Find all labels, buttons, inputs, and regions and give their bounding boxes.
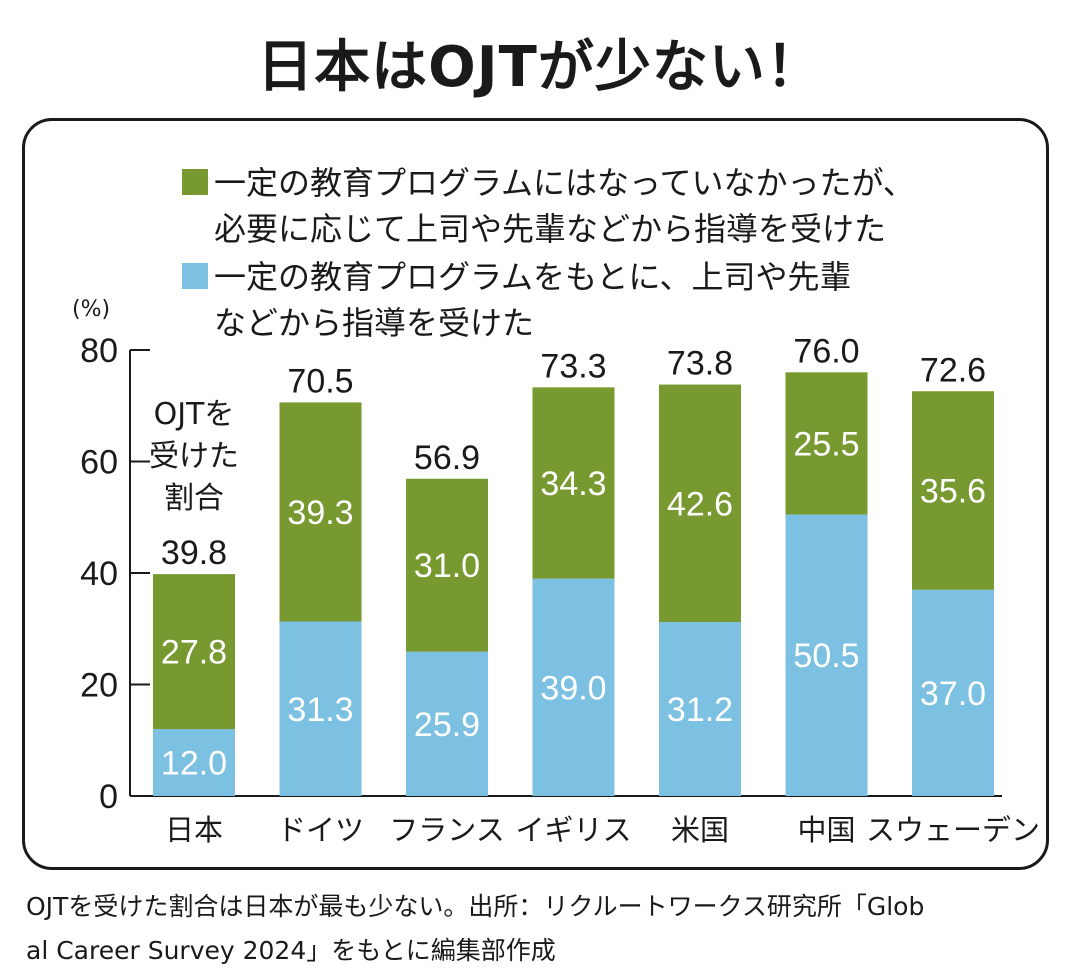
legend-label-line1: 一定の教育プログラムにはなっていなかったが、 [214,164,915,202]
chart-frame [22,118,1049,870]
segment-value-label: 25.9 [414,706,480,744]
bar-segment-green [406,478,488,652]
segment-value-label: 34.3 [540,465,606,503]
bar-segment-blue [659,622,741,796]
segment-value-label: 42.6 [667,485,733,523]
total-value-label: 56.9 [414,439,480,477]
bar-segment-blue [785,514,868,796]
y-tick-label: 0 [99,778,118,816]
category-label: ドイツ [277,813,364,847]
bars [153,372,994,796]
bar-segment-green [659,384,741,623]
total-value-label: 73.8 [667,345,733,383]
bar-segment-blue [912,589,994,796]
annotation-line: OJTを [154,397,235,432]
y-axis-unit: (%) [72,297,110,322]
category-label: イギリス [515,813,631,847]
category-label: スウェーデン [866,813,1040,847]
category-label: フランス [389,813,504,847]
segment-value-label: 39.3 [287,494,353,532]
legend: 一定の教育プログラムにはなっていなかったが、 必要に応じて上司や先輩などから指導… [182,160,915,348]
segment-value-label: 35.6 [920,472,986,510]
caption-line2: al Career Survey 2024」をもとに編集部作成 [26,936,556,965]
segment-value-label: 25.5 [793,425,859,463]
y-tick-label: 60 [80,444,118,482]
segment-value-label: 37.0 [920,675,986,713]
total-value-label: 76.0 [793,332,859,370]
legend-label-line2: 必要に応じて上司や先輩などから指導を受けた [214,210,887,248]
legend-item-green: 一定の教育プログラムにはなっていなかったが、 必要に応じて上司や先輩などから指導… [182,160,915,252]
bar-segment-green [785,372,868,515]
total-value-label: 72.6 [920,351,986,389]
segment-value-label: 39.0 [540,669,606,707]
y-tick-label: 80 [80,332,118,370]
total-value-label: 73.3 [540,347,606,385]
category-label: 日本 [165,813,223,847]
segment-value-label: 31.0 [414,547,480,585]
y-tick-label: 40 [80,555,118,593]
bar-segment-green [279,402,362,622]
bar-segment-green [532,387,615,579]
segment-value-label: 31.2 [667,691,733,729]
legend-swatch-blue [182,263,208,289]
category-label: 米国 [671,813,729,847]
bar-segment-green [912,391,994,590]
segment-value-label: 27.8 [161,634,227,672]
total-value-label: 39.8 [161,534,227,572]
segment-value-label: 31.3 [287,691,353,729]
legend-swatch-green [182,169,208,195]
bar-segment-blue [153,729,235,796]
bar-segment-blue [406,651,488,796]
legend-label-line1: 一定の教育プログラムをもとに、上司や先輩 [214,258,852,296]
total-value-label: 70.5 [287,362,353,400]
chart-title: 日本はOJTが少ない！ [257,35,823,100]
legend-item-blue: 一定の教育プログラムをもとに、上司や先輩 などから指導を受けた [182,254,915,346]
category-label: 中国 [797,813,855,847]
bar-segment-green [153,574,235,730]
segment-value-label: 12.0 [161,745,227,783]
bar-segment-blue [279,621,362,796]
caption-line1: OJTを受けた割合は日本が最も少ない。出所：リクルートワークス研究所「Glob [26,892,925,921]
annotation-line: 割合 [164,481,224,516]
y-tick-label: 20 [80,667,118,705]
labels: 12.0 27.8 39.8 日本 31.3 39.3 70.5 ドイツ 25.9 31.0 56.… [149,332,1040,847]
caption: OJTを受けた割合は日本が最も少ない。出所：リクルートワークス研究所「Glob … [26,885,1066,973]
segment-value-label: 50.5 [793,637,859,675]
annotation-line: 受けた [149,439,239,474]
legend-label-line2: などから指導を受けた [214,304,535,342]
bar-segment-blue [532,578,615,796]
